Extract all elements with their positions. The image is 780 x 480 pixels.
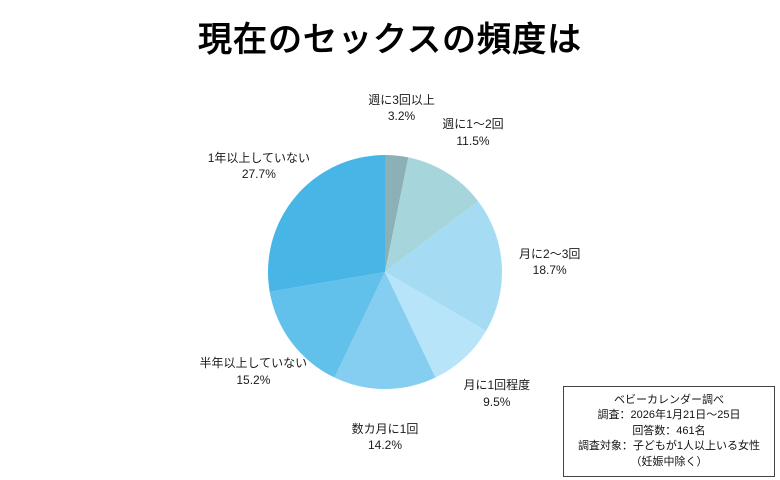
slice-label-value: 3.2% bbox=[387, 108, 416, 123]
pie-slice bbox=[385, 201, 502, 331]
slice-label-value: 15.2% bbox=[236, 372, 271, 387]
chart-title: 現在のセックスの頻度は bbox=[198, 21, 582, 59]
pie-slice bbox=[385, 157, 479, 272]
note-line-period: 調査：2026年1月21日〜25日 bbox=[597, 409, 741, 422]
pie-slice bbox=[269, 272, 385, 378]
slice-label-name: 1年以上していない bbox=[207, 150, 311, 165]
pie-slice bbox=[334, 272, 436, 390]
pie-slice-label: 数カ月に1回 14.2% bbox=[352, 421, 419, 453]
pie-slice bbox=[385, 272, 487, 378]
note-line-count: 回答数：461名 bbox=[632, 424, 706, 437]
slice-label-value: 9.5% bbox=[483, 394, 511, 409]
note-line-target: 調査対象：子どもが1人以上いる女性 bbox=[577, 440, 761, 453]
pie-slice-label: 週に1〜2回 11.5% bbox=[442, 116, 503, 148]
pie-slice-label: 週に3回以上 3.2% bbox=[368, 92, 435, 124]
pie-slice-label: 半年以上していない 15.2% bbox=[200, 355, 308, 387]
slice-label-value: 14.2% bbox=[367, 438, 403, 452]
slice-label-value: 18.7% bbox=[532, 263, 567, 278]
slice-label-name: 数カ月に1回 bbox=[351, 421, 419, 436]
pie-slice-label: 月に1回程度 9.5% bbox=[463, 377, 530, 409]
slice-label-name: 月に1回程度 bbox=[463, 378, 531, 393]
pie-slice bbox=[385, 155, 409, 272]
survey-note-box: ベビーカレンダー調べ 調査：2026年1月21日〜25日 回答数：461名 調査… bbox=[563, 386, 775, 477]
pie-slice bbox=[268, 155, 385, 292]
slice-label-name: 月に2〜3回 bbox=[519, 246, 581, 261]
note-line-source: ベビーカレンダー調べ bbox=[614, 394, 724, 406]
slice-label-name: 週に1〜2回 bbox=[442, 117, 504, 132]
pie-slice-label: 月に2〜3回 18.7% bbox=[519, 246, 580, 278]
slice-label-name: 半年以上していない bbox=[199, 356, 308, 371]
slice-label-value: 11.5% bbox=[456, 133, 490, 148]
note-line-exclude: （妊娠中除く） bbox=[630, 455, 708, 468]
pie-slice-label: 1年以上していない 27.7% bbox=[208, 149, 310, 181]
slice-label-value: 27.7% bbox=[241, 166, 276, 181]
slice-label-name: 週に3回以上 bbox=[368, 92, 435, 107]
